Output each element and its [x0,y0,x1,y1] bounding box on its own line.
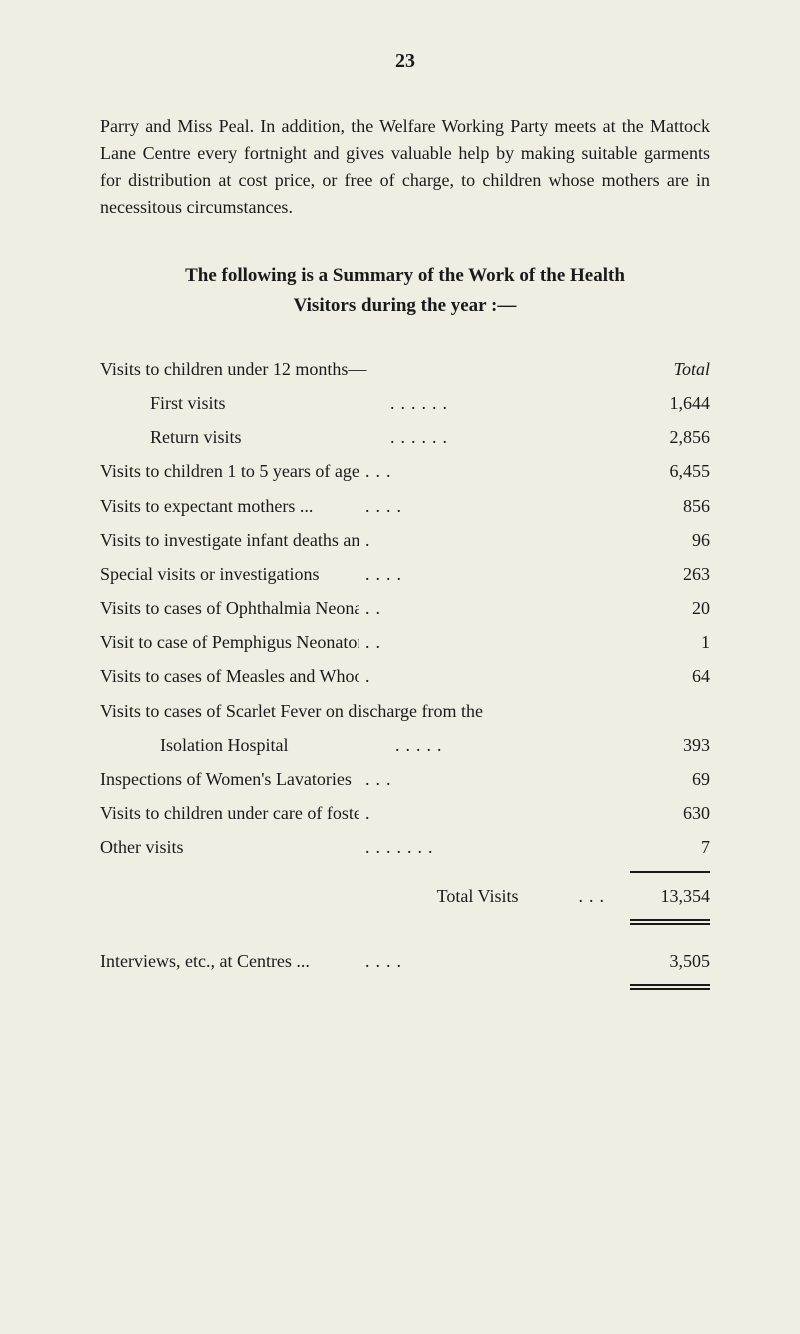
leader-dots: .... [359,944,630,978]
table-row-multiline: Visits to cases of Scarlet Fever on disc… [100,694,710,762]
total-rule-double [630,919,710,924]
leader-dots: . [359,659,630,693]
row-value: 630 [630,796,710,830]
row-value: 856 [630,489,710,523]
leader-dots: . [359,796,630,830]
heading-line-1: The following is a Summary of the Work o… [185,265,625,286]
summary-table: Visits to children under 12 months— Tota… [100,352,710,989]
row-value: 20 [630,591,710,625]
leader-dots: .... [359,557,630,591]
heading-line-2: Visitors during the year :— [294,295,517,316]
row-value: 1,644 [630,386,710,420]
row-label: Visits to expectant mothers ... [100,489,359,523]
row-label: Visits to cases of Measles and Whooping … [100,659,359,693]
row-value: 2,856 [630,420,710,454]
leader-dots: ..... [389,728,630,762]
leader-dots: ... [359,454,630,488]
leader-dots: .. [359,591,630,625]
page-number: 23 [100,50,710,73]
group-header-row: Visits to children under 12 months— Tota… [100,352,710,386]
leader-dots: . [359,523,630,557]
table-row: Visits to cases of Measles and Whooping … [100,659,710,693]
row-label: First visits [150,386,384,420]
row-value: 96 [630,523,710,557]
total-visits-value: 13,354 [630,879,710,913]
row-label-line1: Visits to cases of Scarlet Fever on disc… [100,694,710,728]
section-heading: The following is a Summary of the Work o… [100,261,710,322]
leader-dots: ...... [384,420,630,454]
row-value: 69 [630,762,710,796]
row-label: Visits to cases of Ophthalmia Neonatorum [100,591,359,625]
table-row: First visits ...... 1,644 [100,386,710,420]
row-label: Other visits [100,830,359,864]
row-label: Special visits or investigations [100,557,359,591]
row-value: 7 [630,830,710,864]
total-visits-row: Total Visits ... 13,354 [100,879,710,913]
total-column-header: Total [630,352,710,386]
table-row: Visits to expectant mothers ... .... 856 [100,489,710,523]
total-visits-label: Total Visits [437,879,519,913]
row-value: 1 [630,625,710,659]
leader-dots: ... [359,762,630,796]
table-row: Other visits ....... 7 [100,830,710,864]
row-label-line2: Isolation Hospital [160,728,389,762]
row-label: Return visits [150,420,384,454]
table-row: Inspections of Women's Lavatories ... 69 [100,762,710,796]
table-row: Visits to investigate infant deaths and … [100,523,710,557]
interviews-rule-double [630,984,710,989]
leader-dots: ... [579,879,611,913]
interviews-row: Interviews, etc., at Centres ... .... 3,… [100,944,710,978]
table-row: Visits to children 1 to 5 years of age .… [100,454,710,488]
row-label: Visits to children under care of foster-… [100,796,359,830]
row-label: Visits to investigate infant deaths and … [100,523,359,557]
leader-dots: .... [359,489,630,523]
table-row: Return visits ...... 2,856 [100,420,710,454]
leader-dots: .. [359,625,630,659]
leader-dots: ...... [384,386,630,420]
interviews-label: Interviews, etc., at Centres ... [100,944,359,978]
leader-dots: ....... [359,830,630,864]
row-value: 64 [630,659,710,693]
table-row: Special visits or investigations .... 26… [100,557,710,591]
table-row: Visit to case of Pemphigus Neonatorum ..… [100,625,710,659]
row-value: 393 [630,728,710,762]
row-label: Inspections of Women's Lavatories [100,762,359,796]
group-header-label: Visits to children under 12 months— [100,352,630,386]
table-row: Visits to children under care of foster-… [100,796,710,830]
total-rule-single [630,871,710,873]
interviews-value: 3,505 [630,944,710,978]
document-page: 23 Parry and Miss Peal. In addition, the… [0,0,800,1069]
intro-paragraph: Parry and Miss Peal. In addition, the We… [100,113,710,221]
row-label: Visits to children 1 to 5 years of age [100,454,359,488]
row-label: Visit to case of Pemphigus Neonatorum ..… [100,625,359,659]
table-row: Visits to cases of Ophthalmia Neonatorum… [100,591,710,625]
row-value: 263 [630,557,710,591]
row-value: 6,455 [630,454,710,488]
